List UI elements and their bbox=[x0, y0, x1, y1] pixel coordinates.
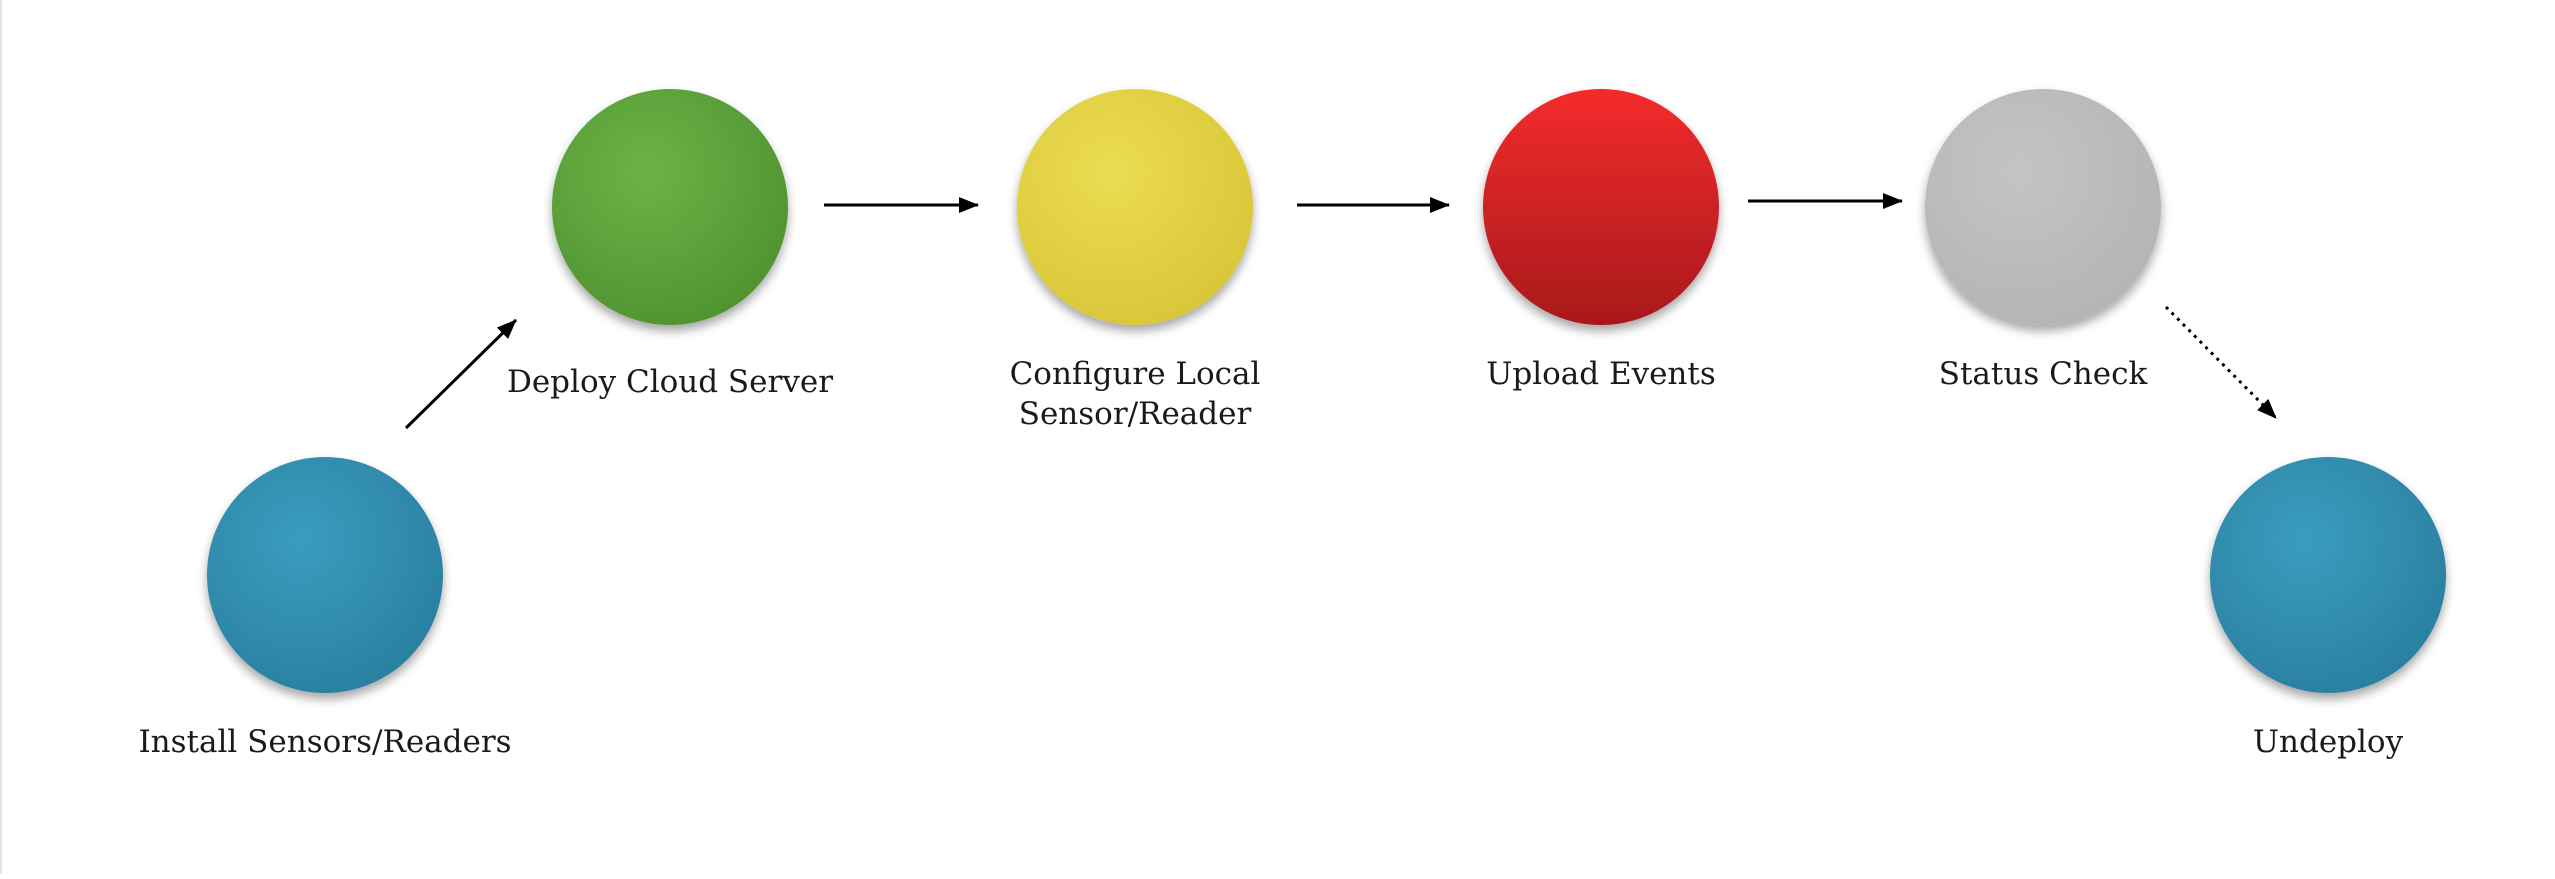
step-node-upload bbox=[1483, 89, 1719, 325]
step-label-line: Install Sensors/Readers bbox=[138, 724, 512, 760]
step-label-upload: Upload Events bbox=[1351, 354, 1851, 394]
arrow-status-to-undeploy bbox=[2164, 305, 2278, 420]
step-label-line: Status Check bbox=[1938, 356, 2148, 392]
step-label-line: Upload Events bbox=[1486, 356, 1716, 392]
left-border bbox=[0, 0, 2, 874]
step-label-configure: Configure Local Sensor/Reader bbox=[885, 354, 1385, 434]
step-node-undeploy bbox=[2210, 457, 2446, 693]
step-label-line: Undeploy bbox=[2252, 724, 2404, 760]
step-label-line: Configure Local bbox=[1009, 356, 1261, 392]
step-node-deploy bbox=[552, 89, 788, 325]
step-label-line: Sensor/Reader bbox=[1018, 396, 1252, 432]
arrow-install-to-deploy bbox=[404, 318, 518, 430]
step-node-install bbox=[207, 457, 443, 693]
step-label-status: Status Check bbox=[1793, 354, 2293, 394]
step-node-status bbox=[1925, 89, 2161, 325]
step-label-deploy: Deploy Cloud Server bbox=[420, 362, 920, 402]
step-label-install: Install Sensors/Readers bbox=[75, 722, 575, 762]
step-label-line: Deploy Cloud Server bbox=[506, 364, 834, 400]
step-label-undeploy: Undeploy bbox=[2078, 722, 2555, 762]
step-node-configure bbox=[1017, 89, 1253, 325]
